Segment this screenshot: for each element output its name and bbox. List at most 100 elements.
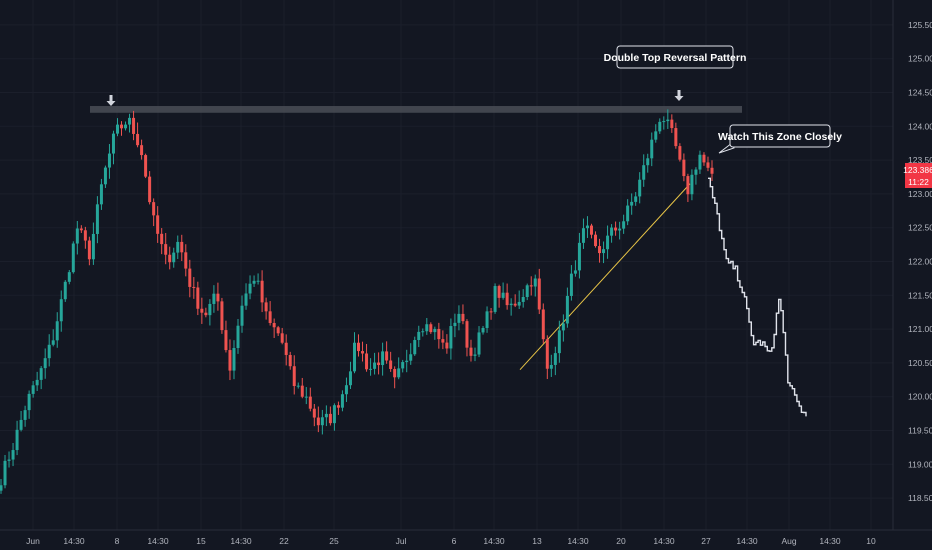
candle-body <box>513 303 517 306</box>
candle <box>83 226 87 249</box>
price-axis[interactable]: 125.500 125.000 124.500 124.000 123.500 123.0… <box>892 0 932 530</box>
candle-body <box>469 347 473 356</box>
candle <box>152 198 156 227</box>
candle-body <box>650 139 654 159</box>
candle <box>244 283 248 310</box>
candle-body <box>280 333 284 343</box>
candle-body <box>83 230 87 241</box>
candle-body <box>236 325 240 348</box>
candle-body <box>304 396 308 398</box>
candle-body <box>23 410 27 420</box>
candle <box>666 109 670 129</box>
candle <box>690 169 694 201</box>
candle-body <box>626 205 630 222</box>
time-tick-label: 6 <box>452 536 457 546</box>
candle-body <box>124 124 128 129</box>
candle-body <box>690 174 694 195</box>
candle <box>59 290 63 332</box>
candle-body <box>148 176 152 203</box>
candle <box>469 339 473 362</box>
candle-body <box>654 131 658 140</box>
candle <box>585 216 589 238</box>
candle <box>103 165 107 188</box>
candle <box>489 307 493 320</box>
candle <box>626 199 630 226</box>
candle <box>397 357 401 380</box>
candle <box>457 305 461 331</box>
candle-body <box>240 305 244 326</box>
time-tick-label: Jun <box>26 536 40 546</box>
candle-body <box>200 308 204 313</box>
candle-body <box>525 285 529 297</box>
candle <box>682 153 686 182</box>
candle <box>594 231 598 248</box>
candle-body <box>389 360 393 369</box>
candle-body <box>541 309 545 340</box>
candle-body <box>413 340 417 355</box>
candle <box>698 150 702 174</box>
candle <box>561 314 565 342</box>
candle <box>622 214 626 234</box>
candle-body <box>264 302 268 312</box>
candle-body <box>31 385 35 394</box>
candle <box>706 156 710 172</box>
candle-body <box>449 326 453 349</box>
candle <box>348 361 352 389</box>
candle-body <box>545 339 549 369</box>
candle-body <box>666 119 670 122</box>
candle-body <box>7 459 11 461</box>
candle <box>521 289 525 308</box>
time-axis[interactable]: Jun 14:30 8 14:30 15 14:30 22 25 Jul 6 14:30 13 14:3… <box>0 529 932 546</box>
candle-body <box>421 331 425 333</box>
candle <box>43 348 47 379</box>
candle-body <box>618 228 622 231</box>
candle <box>642 154 646 187</box>
candle-body <box>152 202 156 216</box>
candle <box>525 283 529 301</box>
support-trendline <box>519 183 691 370</box>
candle <box>654 124 658 143</box>
candle-body <box>581 228 585 243</box>
candle-body <box>658 121 662 132</box>
callout-watch-zone: Watch This Zone Closely <box>718 124 842 154</box>
candle <box>63 280 67 302</box>
candle-body <box>553 353 557 365</box>
candle-body <box>99 184 103 205</box>
candle-body <box>393 368 397 378</box>
candle-body <box>405 360 409 363</box>
candle <box>557 320 561 363</box>
candle <box>124 121 128 131</box>
callout-double-top-text: Double Top Reversal Pattern <box>604 52 747 64</box>
candle-body <box>204 312 208 316</box>
time-tick-label: 14:30 <box>63 536 85 546</box>
candle-body <box>634 196 638 202</box>
candle <box>365 343 369 372</box>
candle <box>3 454 7 489</box>
candle-body <box>55 321 59 341</box>
candle <box>529 276 533 296</box>
candle <box>91 222 95 265</box>
time-tick-label: 13 <box>532 536 542 546</box>
time-tick-label: 25 <box>329 536 339 546</box>
time-tick-label: 8 <box>115 536 120 546</box>
candle-body <box>533 278 537 287</box>
candle <box>296 382 300 389</box>
candle-body <box>409 354 413 361</box>
candle <box>128 113 132 133</box>
candle-body <box>441 339 445 343</box>
candle <box>710 160 714 181</box>
price-tick-label: 124.500 <box>908 88 932 98</box>
candle <box>606 225 610 259</box>
candle-body <box>606 235 610 250</box>
candle <box>650 132 654 167</box>
candle-body <box>630 201 634 206</box>
candle <box>425 318 429 335</box>
candle-body <box>425 324 429 332</box>
time-tick-label: 20 <box>616 536 626 546</box>
price-tick-label: 119.000 <box>908 459 932 469</box>
candle <box>204 307 208 318</box>
candle-body <box>212 293 216 304</box>
candle <box>634 192 638 206</box>
candle-body <box>622 221 626 229</box>
